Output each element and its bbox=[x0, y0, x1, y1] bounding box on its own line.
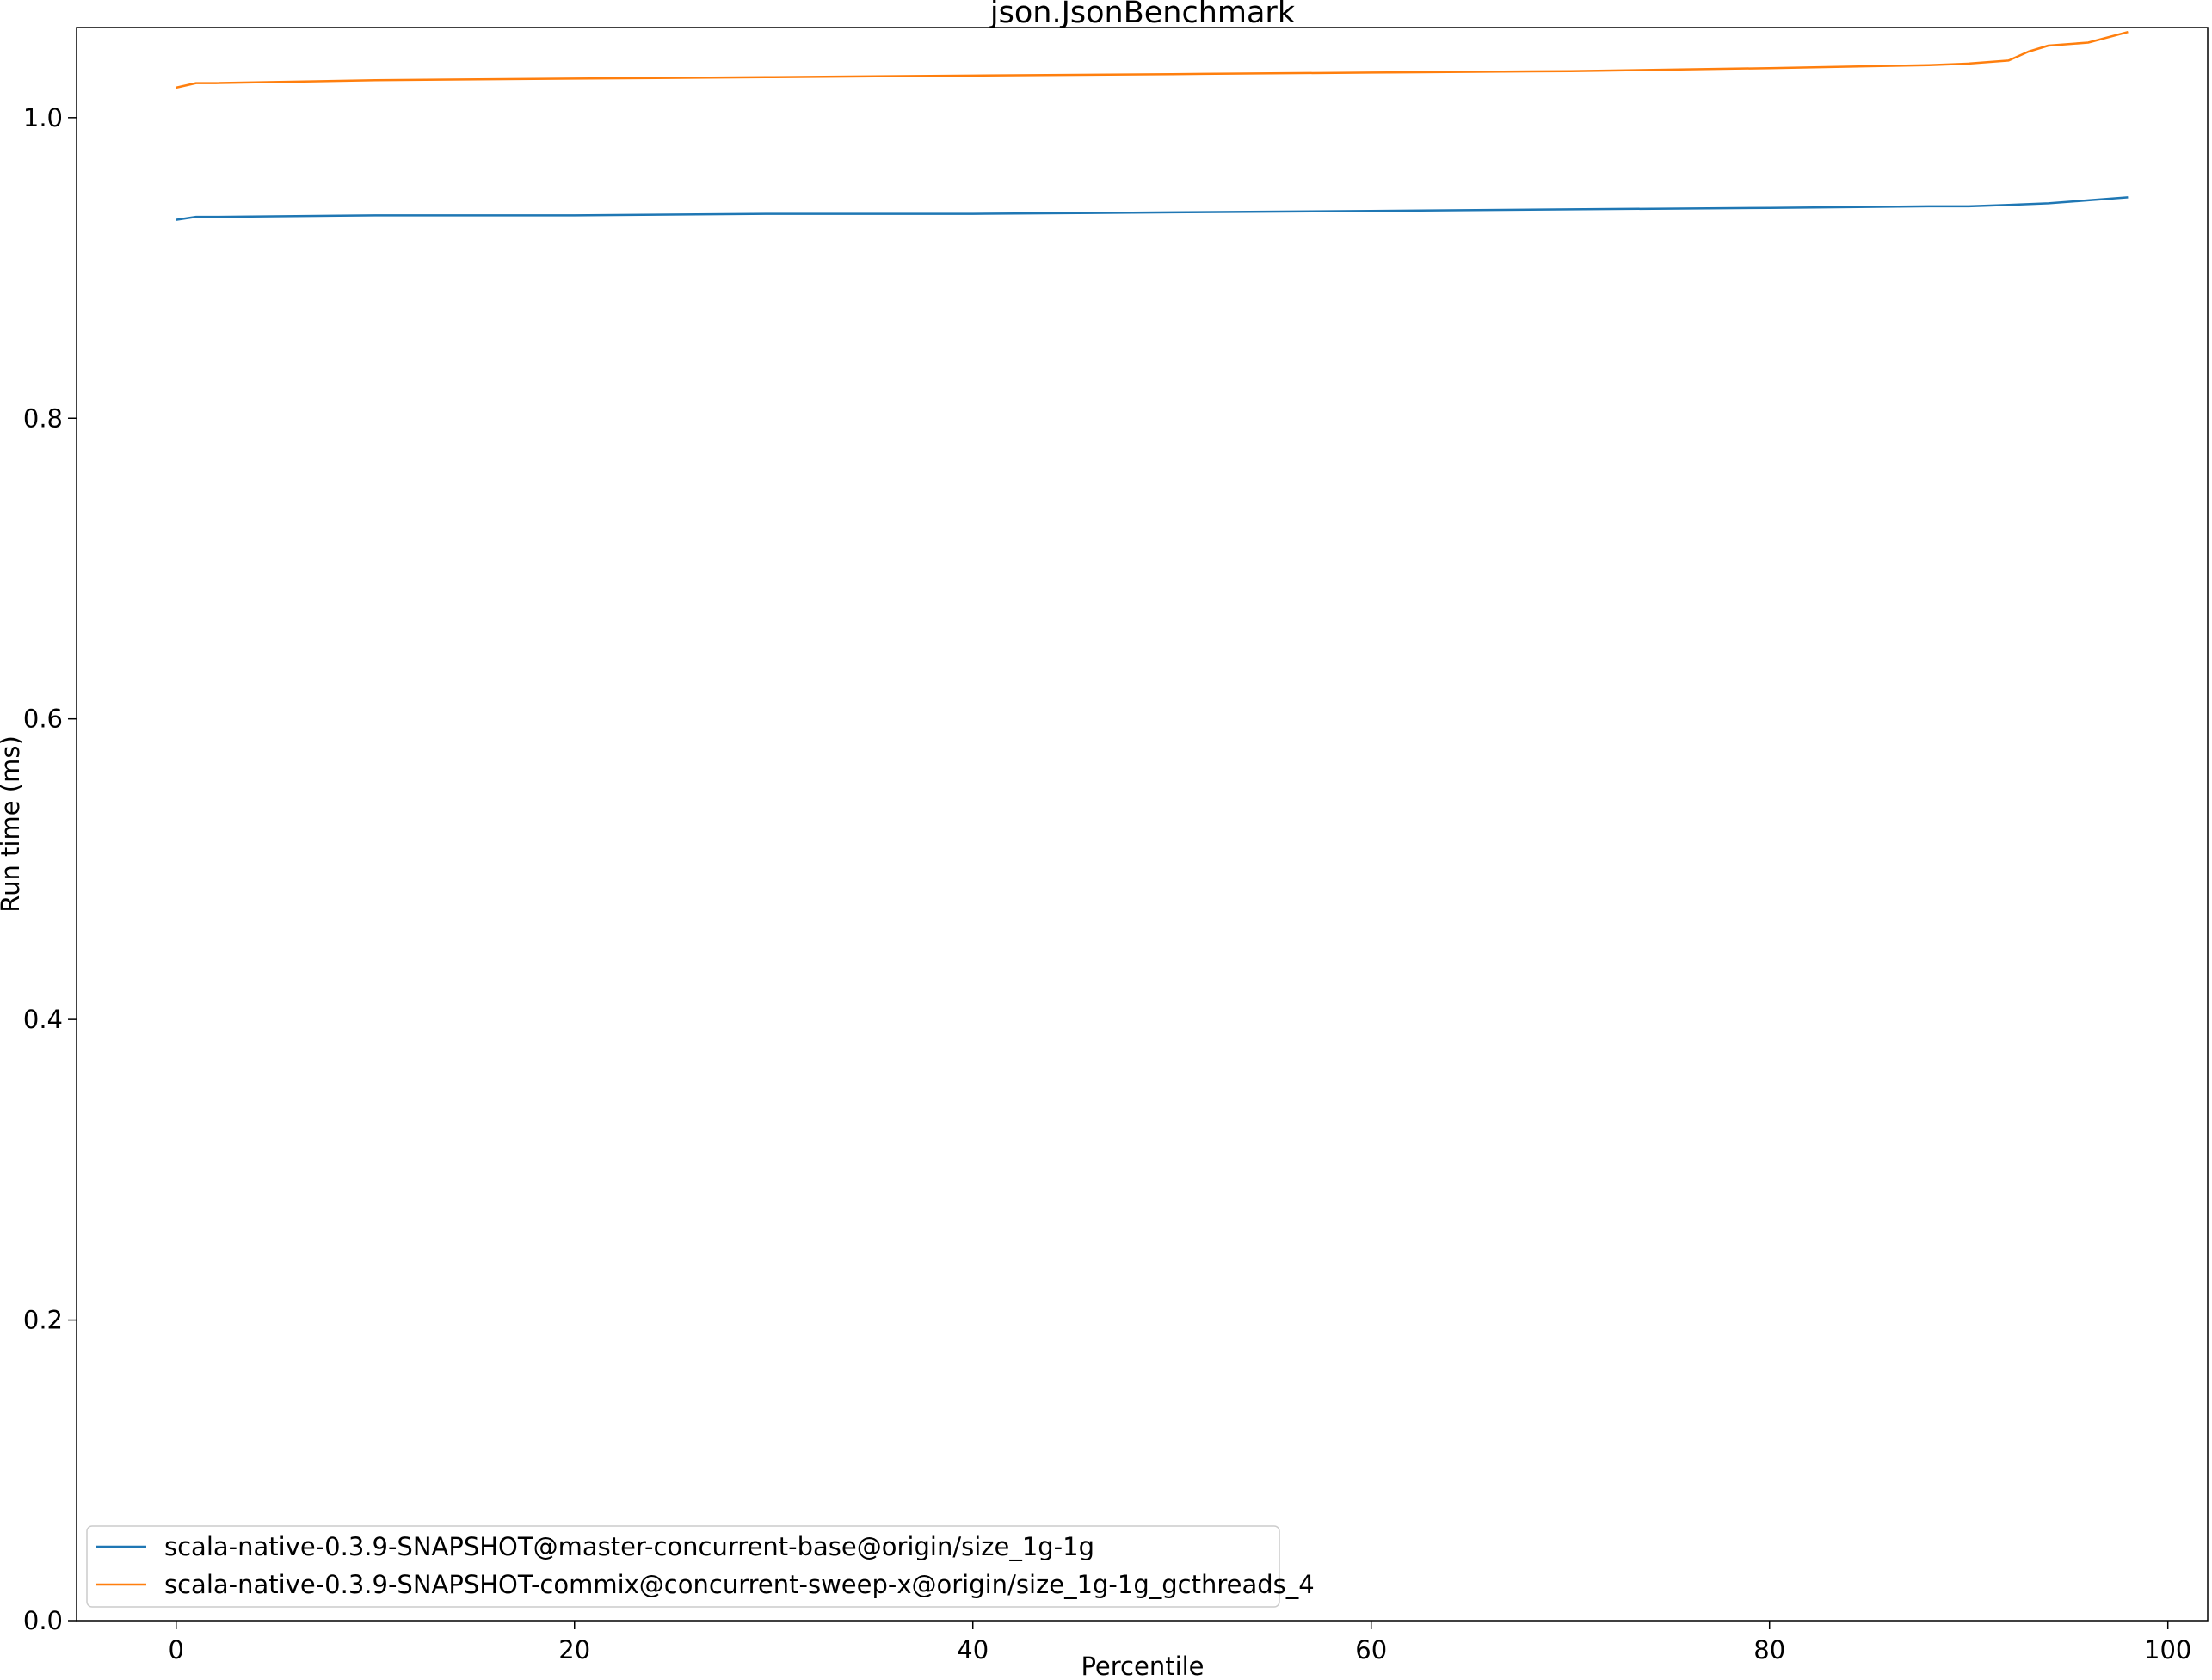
legend-label-series-0: scala-native-0.3.9-SNAPSHOT@master-concu… bbox=[164, 1532, 1094, 1561]
y-tick-label: 1.0 bbox=[23, 103, 63, 132]
series-line-1 bbox=[176, 30, 2129, 89]
x-tick-label: 20 bbox=[558, 1635, 590, 1665]
x-axis: 0 20 40 60 80 100 bbox=[169, 1621, 2191, 1665]
x-tick-label: 100 bbox=[2144, 1635, 2191, 1665]
series-line-0 bbox=[176, 196, 2129, 221]
x-tick-label: 80 bbox=[1753, 1635, 1785, 1665]
x-axis-title: Percentile bbox=[1081, 1652, 1204, 1680]
y-tick-label: 0.4 bbox=[23, 1005, 63, 1034]
y-tick-label: 0.0 bbox=[23, 1606, 63, 1635]
y-axis: 0.0 0.2 0.4 0.6 0.8 1.0 bbox=[23, 103, 77, 1635]
x-tick-label: 60 bbox=[1355, 1635, 1387, 1665]
legend-box bbox=[86, 1525, 1280, 1608]
y-axis-title: Run time (ms) bbox=[0, 735, 25, 913]
y-tick-label: 0.6 bbox=[23, 705, 63, 734]
chart-title: json.JsonBenchmark bbox=[989, 0, 1296, 30]
x-tick-label: 40 bbox=[957, 1635, 989, 1665]
x-tick-label: 0 bbox=[169, 1635, 184, 1665]
y-tick-label: 0.2 bbox=[23, 1306, 63, 1335]
legend-label-series-1: scala-native-0.3.9-SNAPSHOT-commix@concu… bbox=[164, 1570, 1315, 1599]
legend[interactable]: scala-native-0.3.9-SNAPSHOT@master-concu… bbox=[86, 1525, 1315, 1608]
y-tick-label: 0.8 bbox=[23, 403, 63, 433]
series-layer bbox=[176, 30, 2129, 221]
plot-area bbox=[76, 27, 2209, 1622]
